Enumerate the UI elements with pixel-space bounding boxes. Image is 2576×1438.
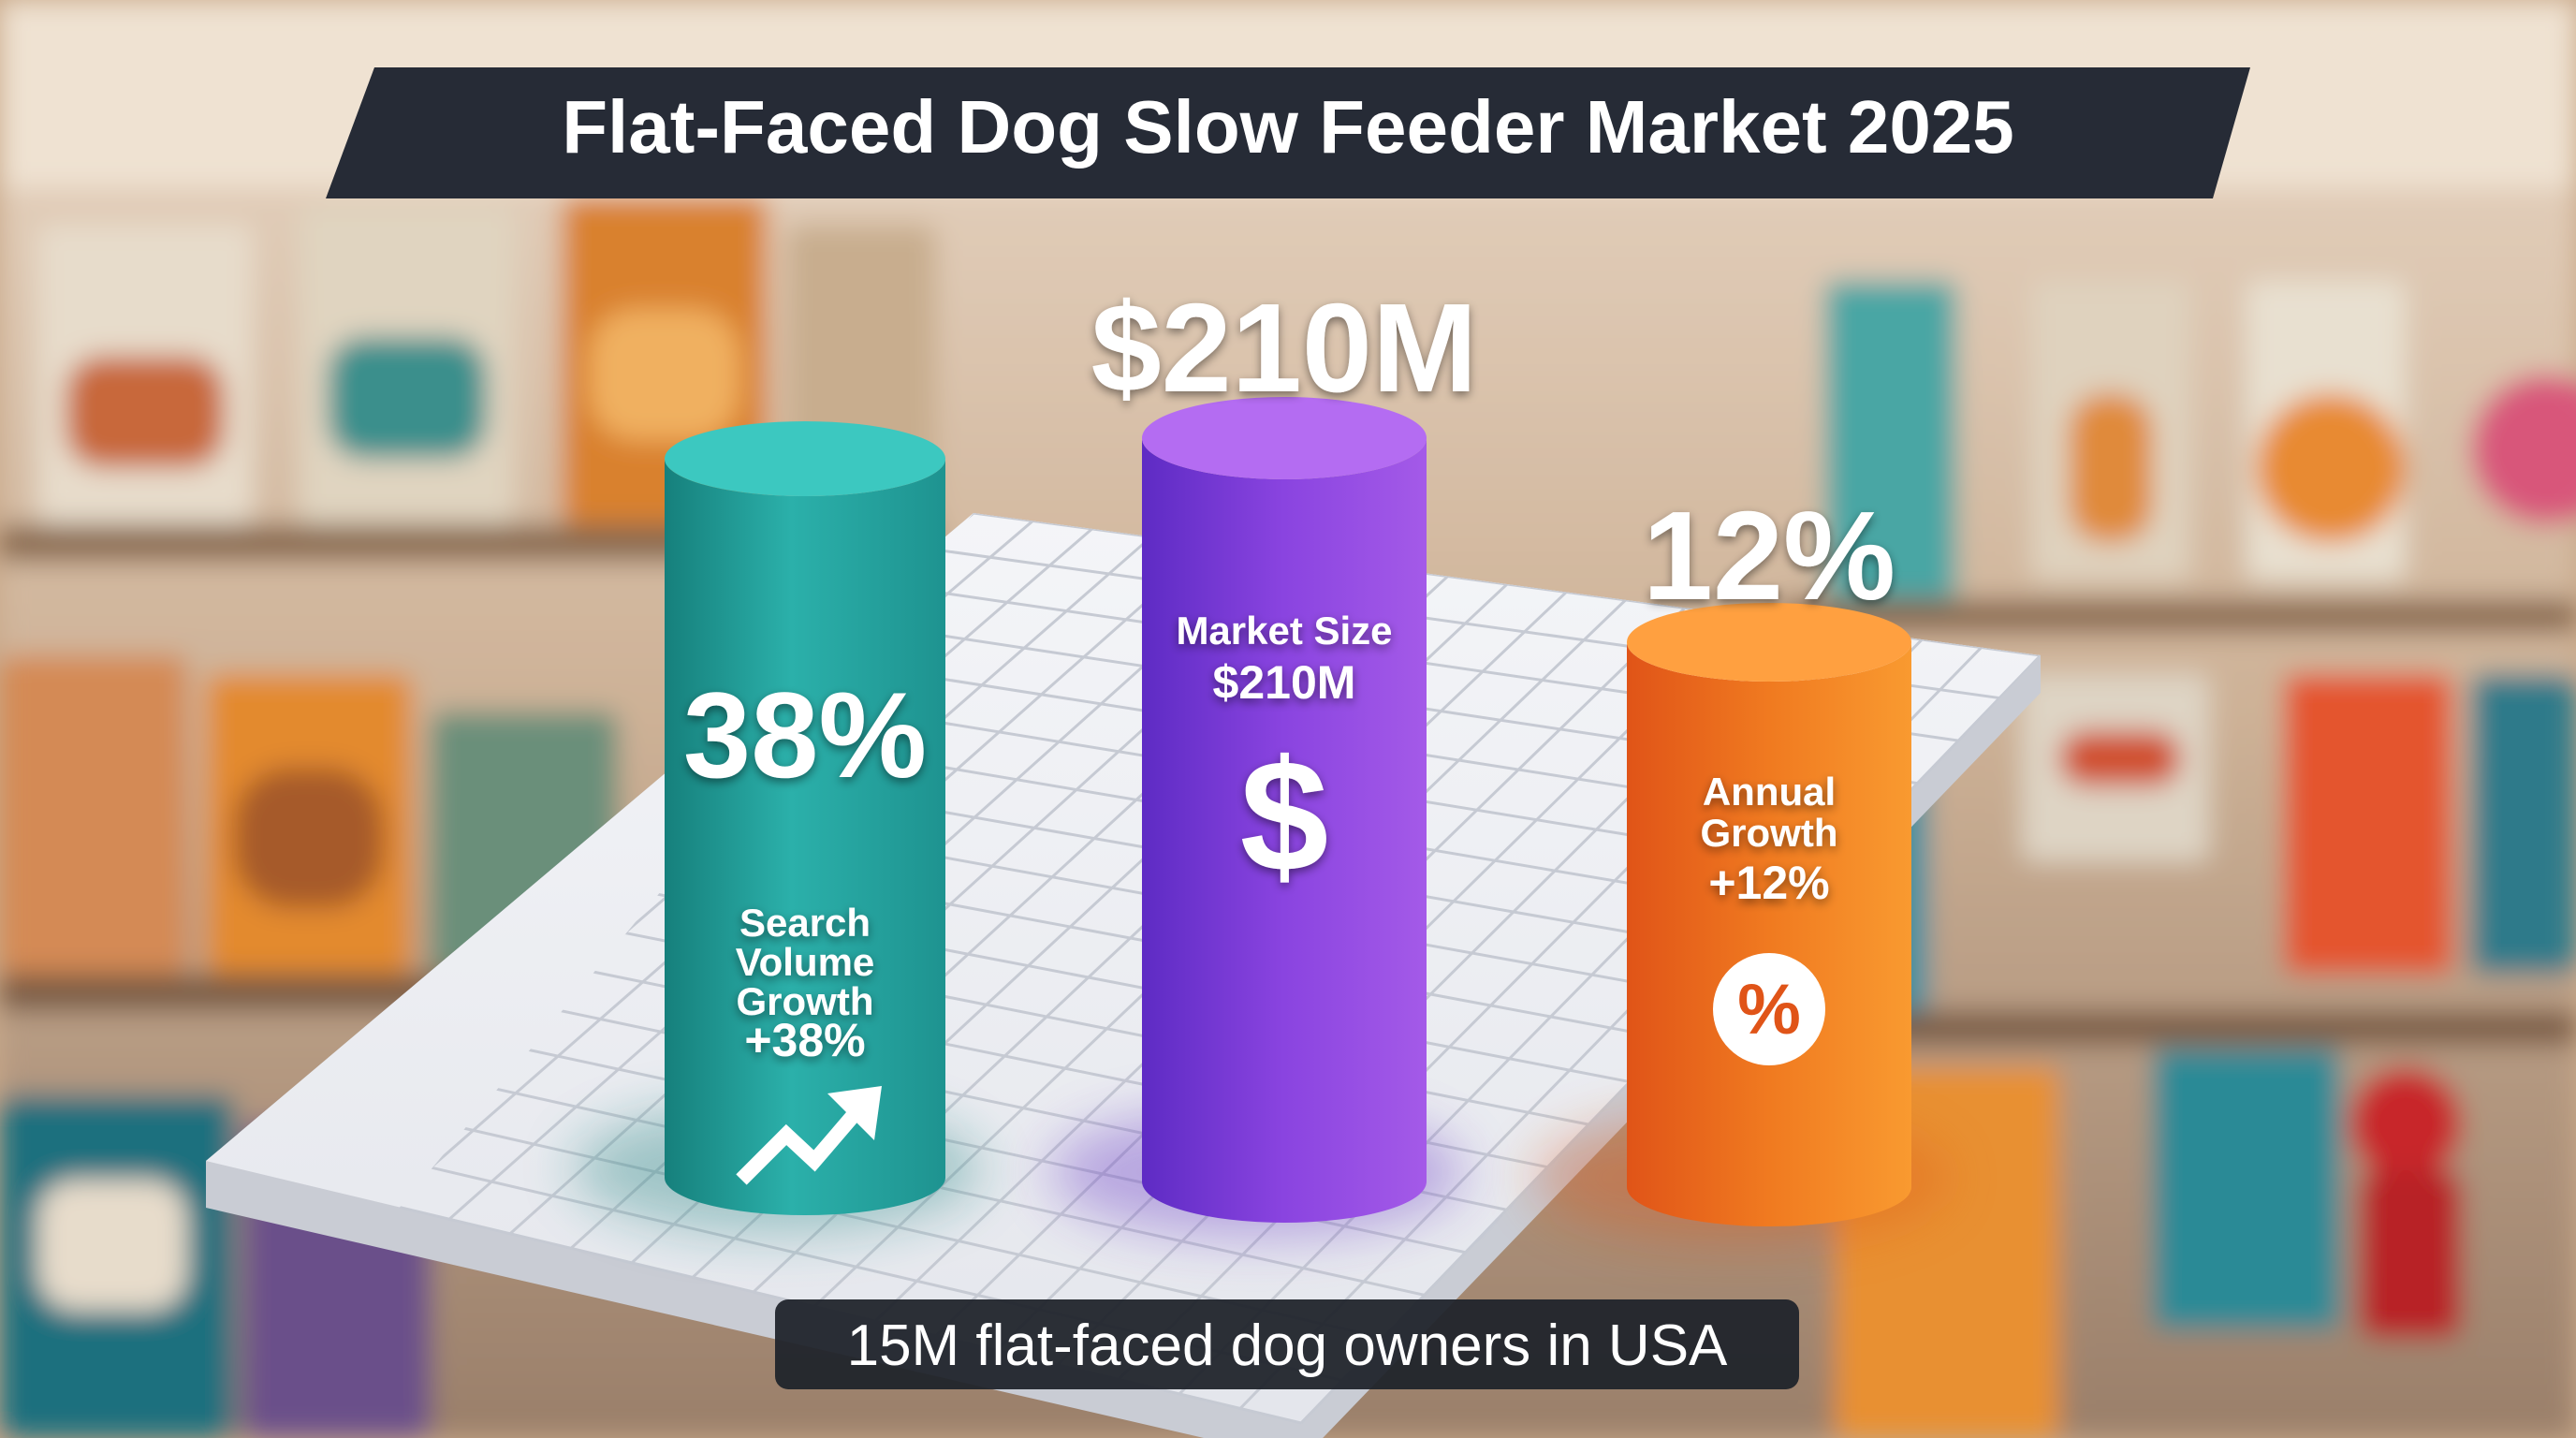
bar-inner-label: Growth xyxy=(737,979,874,1023)
bar-inner-label: Annual xyxy=(1703,770,1836,814)
bar-inner-label: Growth xyxy=(1701,811,1838,855)
bar-top-cap xyxy=(1627,603,1911,682)
bar-value-label: 12% xyxy=(1643,485,1895,626)
dollar-sign-icon: $ xyxy=(1240,727,1329,905)
caption-box: 15M flat-faced dog owners in USA xyxy=(775,1299,1799,1389)
bar-value-label: 38% xyxy=(683,667,927,803)
bar-value-label: $210M xyxy=(1091,277,1478,418)
bar-inner-label: $210M xyxy=(1213,656,1356,709)
bar-inner-label: Market Size xyxy=(1176,609,1392,653)
bar-top-cap xyxy=(665,421,945,496)
percent-badge-icon: % xyxy=(1713,953,1825,1065)
caption-text: 15M flat-faced dog owners in USA xyxy=(847,1313,1728,1378)
svg-text:%: % xyxy=(1737,970,1801,1049)
title-banner: Flat-Faced Dog Slow Feeder Market 2025 xyxy=(326,67,2250,198)
bar-top-cap xyxy=(1142,397,1427,479)
bar-inner-label: +12% xyxy=(1708,857,1829,909)
bar-body xyxy=(665,459,945,1215)
trend-up-arrow-icon xyxy=(736,1086,882,1185)
bar-body xyxy=(1627,642,1911,1226)
bar-body xyxy=(1142,438,1427,1223)
chart-title: Flat-Faced Dog Slow Feeder Market 2025 xyxy=(562,85,2014,169)
bar-inner-label: Volume xyxy=(736,940,875,984)
bar-inner-label: +38% xyxy=(744,1014,865,1066)
bar-inner-label: Search xyxy=(739,901,871,945)
